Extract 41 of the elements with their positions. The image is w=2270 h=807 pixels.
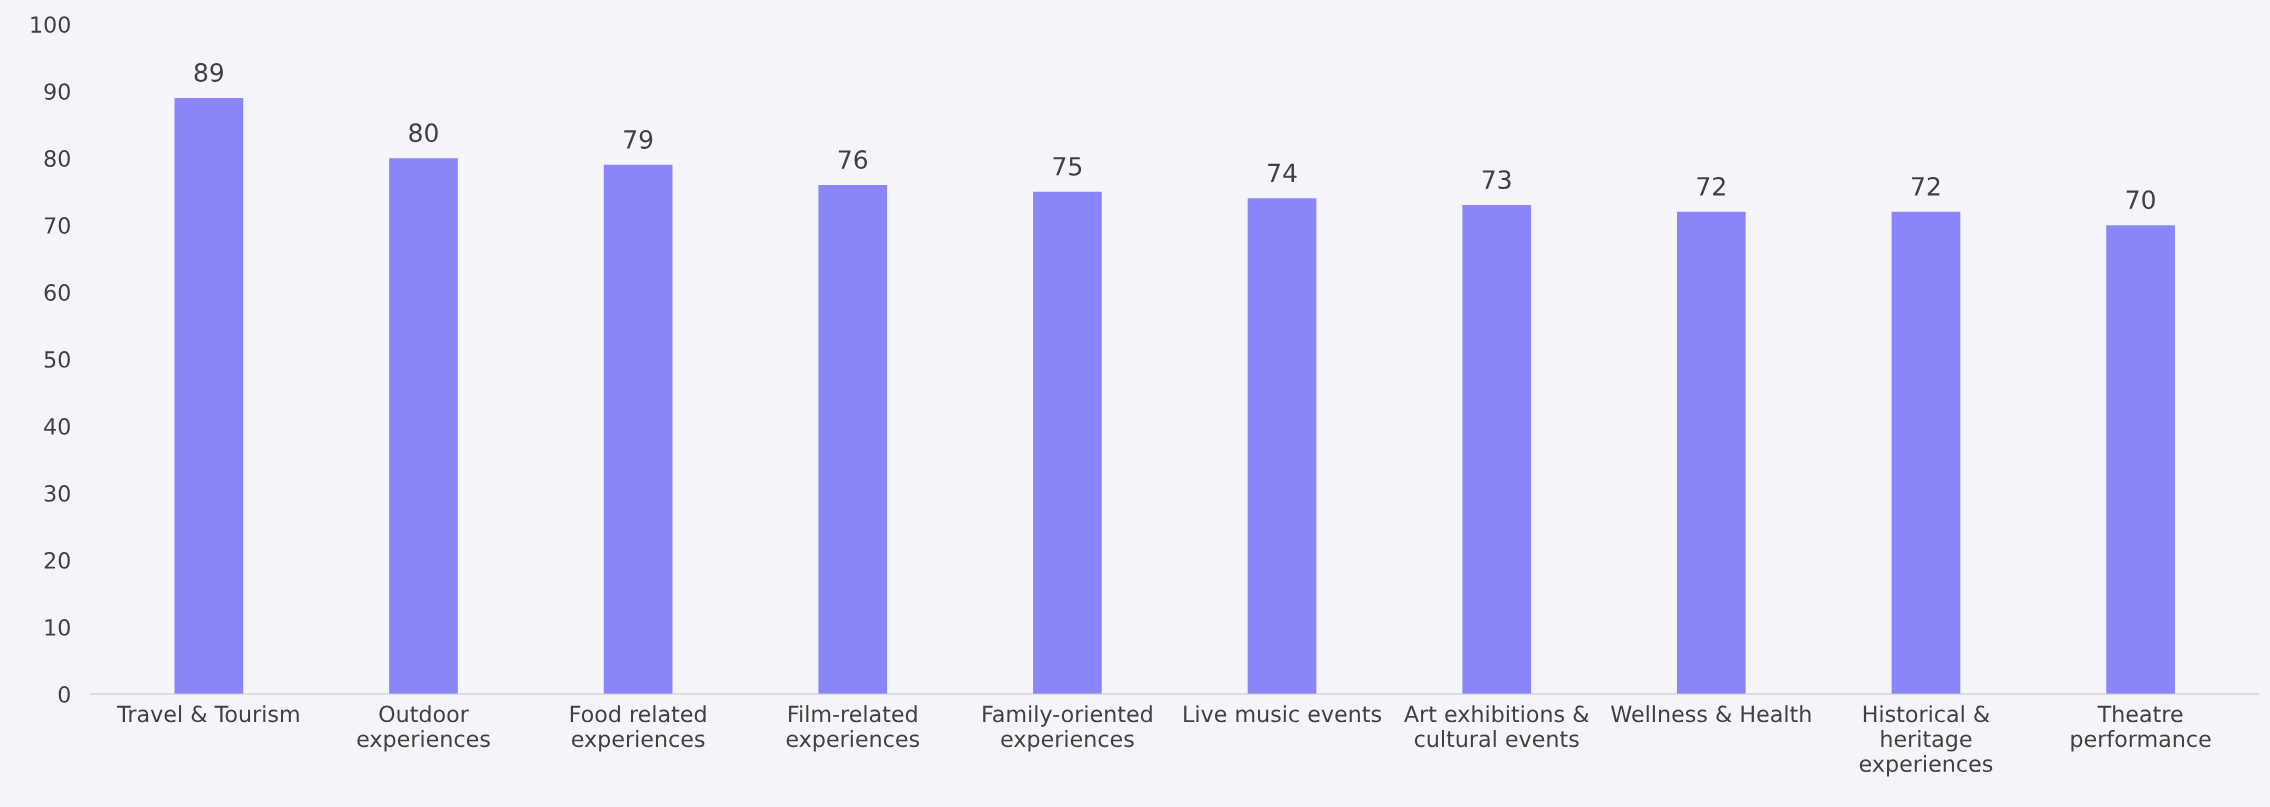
bar [603,164,673,695]
x-tick-label: Family-oriented experiences [983,705,1152,752]
y-tick-label: 30 [44,485,70,502]
x-tick-label: Travel & Tourism [117,705,299,723]
bar [2106,225,2175,695]
bar [389,158,458,695]
bar [1462,205,1532,695]
bar [1247,198,1317,695]
y-tick-label: 50 [44,351,70,368]
data-label: 79 [624,130,653,149]
x-tick-label: Historical & heritage experiences [1859,705,1993,777]
y-tick-label: 80 [44,150,70,167]
y-tick-label: 100 [31,16,70,33]
y-tick-label: 70 [44,217,70,234]
bar [1676,211,1746,695]
data-label: 70 [2126,190,2155,210]
y-tick-label: 40 [44,418,70,435]
x-tick-label: Art exhibitions & cultural events [1404,705,1589,748]
data-label: 75 [1053,157,1082,176]
data-label: 76 [838,150,868,170]
y-tick-label: 60 [44,284,70,301]
data-label: 89 [194,63,223,82]
x-tick-label: Live music events [1184,705,1381,723]
x-tick-label: Film-related experiences [786,705,920,752]
bar [818,184,888,695]
x-tick-label: Theatre performance [2071,705,2211,752]
bar [1033,191,1102,695]
y-tick-label: 0 [58,685,70,703]
data-label: 73 [1482,170,1511,190]
x-tick-label: Food related experiences [570,705,706,752]
data-label: 74 [1268,163,1297,183]
x-tick-label: Outdoor experiences [357,705,490,752]
bar [1891,211,1961,695]
data-label: 72 [1912,176,1940,196]
y-tick-label: 20 [44,552,70,569]
x-tick-label: Wellness & Health [1611,705,1811,723]
data-label: 80 [409,123,438,143]
y-tick-label: 90 [44,83,70,100]
bar [174,97,244,695]
y-tick-label: 10 [45,618,70,636]
data-label: 72 [1697,176,1725,196]
